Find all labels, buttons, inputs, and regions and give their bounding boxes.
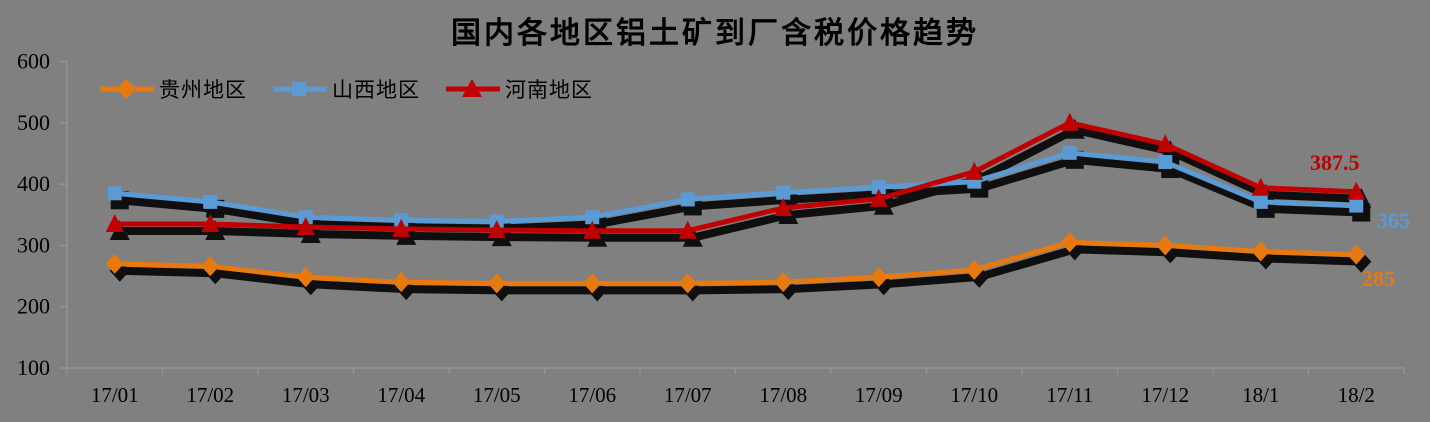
x-category-label: 17/05 [473, 383, 521, 407]
series-marker [1347, 244, 1366, 265]
series-marker [487, 220, 506, 239]
end-label-guizhou: 285 [1362, 266, 1395, 291]
series-marker [678, 273, 697, 294]
series-0 [105, 232, 1366, 294]
legend-marker-icon [446, 79, 500, 97]
legend-item-2: 河南地区 [444, 74, 593, 104]
y-tick-label: 300 [17, 232, 50, 257]
series-marker [1062, 145, 1077, 160]
series-line [112, 239, 1359, 286]
legend: 贵州地区 山西地区 河南地区 [98, 74, 593, 104]
x-category-label: 17/02 [186, 383, 234, 407]
series-marker [583, 220, 602, 239]
legend-item-1: 山西地区 [271, 74, 420, 104]
legend-marker-icon [273, 82, 327, 96]
series-marker [678, 220, 697, 239]
series-marker [296, 217, 315, 236]
series-marker [965, 259, 984, 280]
series-marker [392, 218, 411, 237]
series-marker [680, 192, 695, 207]
series-marker [1060, 112, 1079, 131]
series-marker [1060, 232, 1079, 253]
series-marker [201, 213, 220, 232]
y-tick-label: 500 [17, 110, 50, 135]
series-marker [869, 188, 888, 207]
series-marker-shadow [109, 259, 130, 282]
x-category-label: 17/04 [377, 383, 425, 407]
series-marker [392, 272, 411, 293]
series-line-shadow [115, 125, 1366, 242]
series-marker [774, 198, 793, 217]
series-marker [776, 185, 791, 200]
series-marker [296, 267, 315, 288]
x-category-label: 17/12 [1141, 383, 1189, 407]
series-marker [585, 210, 600, 225]
series-marker [1156, 134, 1175, 153]
x-category-label: 17/09 [855, 383, 903, 407]
series-marker [203, 194, 218, 209]
series-marker [105, 253, 124, 274]
series-2 [105, 112, 1366, 239]
legend-label: 贵州地区 [159, 79, 247, 102]
x-category-label: 17/07 [664, 383, 712, 407]
series-marker [1156, 235, 1175, 256]
series-marker [1251, 241, 1270, 262]
series-line [112, 150, 1359, 224]
series-marker [105, 213, 124, 232]
series-marker [1349, 198, 1364, 213]
series-line-shadow [115, 155, 1366, 233]
series-marker [487, 273, 506, 294]
y-tick-label: 100 [17, 355, 50, 380]
legend-label: 山西地区 [332, 79, 420, 102]
legend-item-0: 贵州地区 [98, 74, 247, 104]
x-category-label: 17/10 [950, 383, 998, 407]
series-marker [107, 186, 122, 201]
series-marker [869, 267, 888, 288]
y-tick-label: 400 [17, 171, 50, 196]
x-category-label: 17/03 [282, 383, 330, 407]
x-category-label: 17/01 [91, 383, 139, 407]
series-marker [1158, 155, 1173, 170]
chart-title: 国内各地区铝土矿到厂含税价格趋势 [451, 17, 979, 50]
x-category-label: 17/06 [568, 383, 616, 407]
end-label-henan: 387.5 [1310, 150, 1360, 175]
series-marker [1253, 194, 1268, 209]
x-category-label: 17/08 [759, 383, 807, 407]
x-category-label: 18/2 [1338, 383, 1375, 407]
x-category-label: 18/1 [1242, 383, 1279, 407]
legend-marker-icon [100, 79, 154, 99]
series-marker [201, 256, 220, 277]
series-line [112, 120, 1359, 234]
series-marker [1251, 177, 1270, 196]
series-marker [965, 161, 984, 180]
end-label-shanxi: 365 [1377, 208, 1410, 233]
series-marker [871, 180, 886, 195]
series-marker [1347, 181, 1366, 200]
x-category-label: 17/11 [1046, 383, 1093, 407]
series-marker [774, 272, 793, 293]
legend-label: 河南地区 [505, 79, 593, 102]
series-marker [583, 273, 602, 294]
y-tick-label: 200 [17, 294, 50, 319]
y-tick-label: 600 [17, 49, 50, 74]
series-line-shadow [115, 245, 1366, 295]
